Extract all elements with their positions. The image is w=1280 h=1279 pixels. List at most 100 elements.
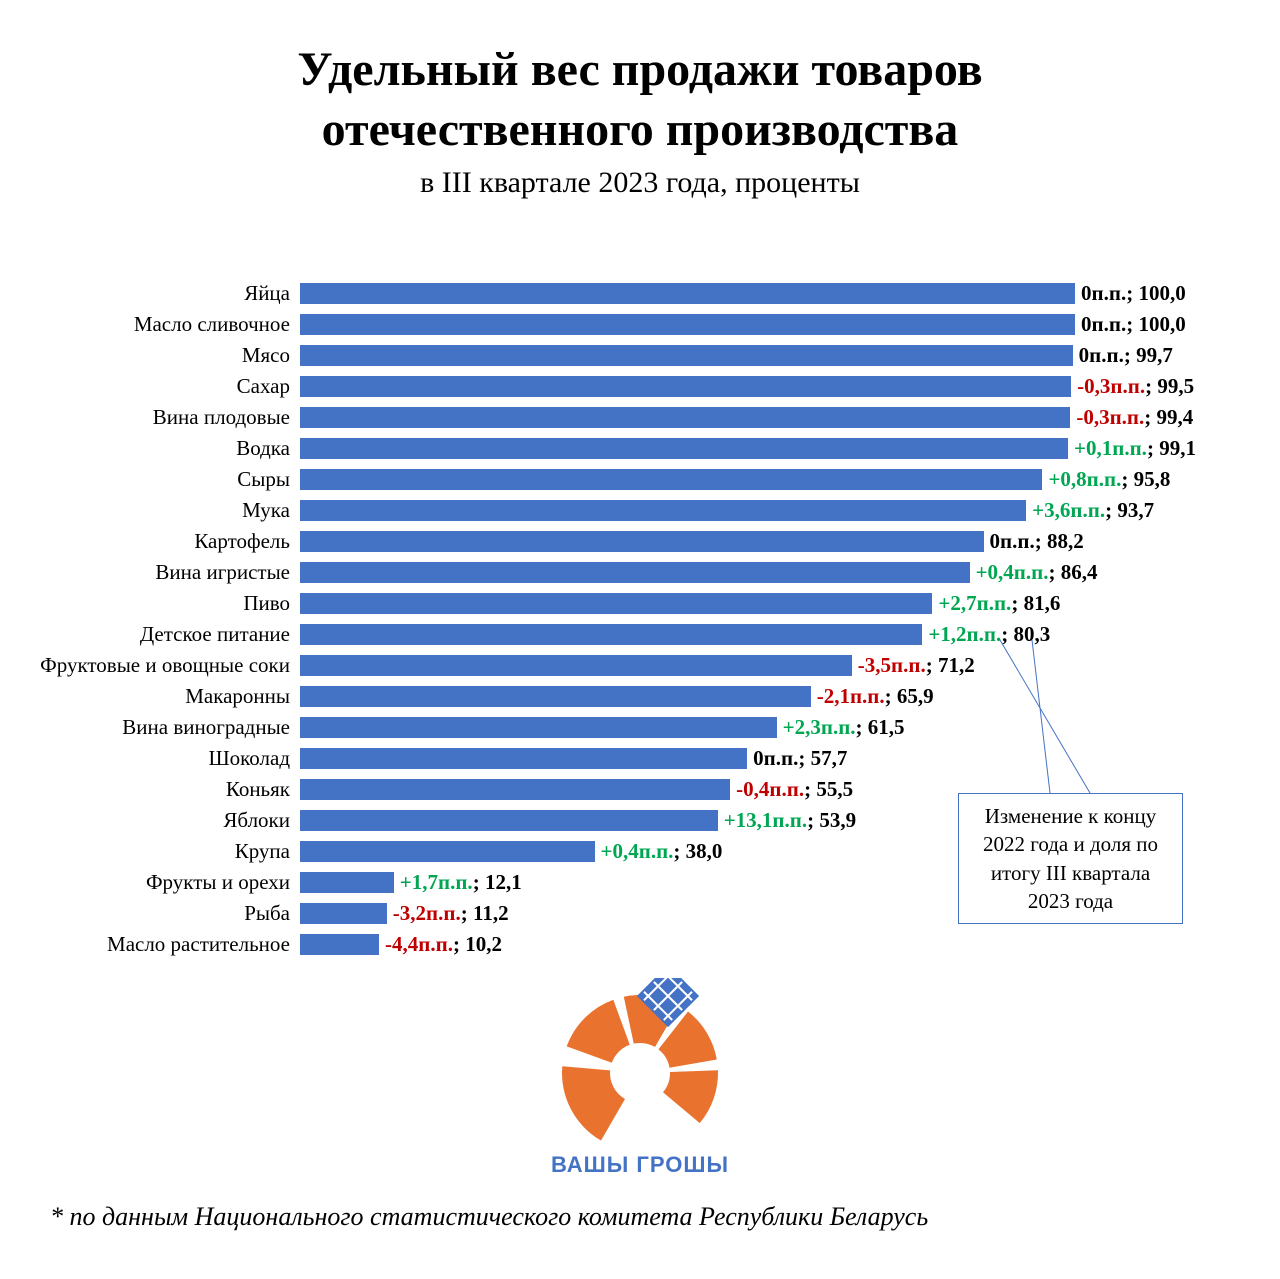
callout-line: 2022 года и доля по <box>969 830 1172 858</box>
row-label: Коньяк <box>0 777 300 802</box>
callout-box: Изменение к концу 2022 года и доля по ит… <box>958 793 1183 924</box>
percent-value: 99,5 <box>1157 374 1194 398</box>
delta-value: 0п.п. <box>1081 312 1126 336</box>
separator: ; <box>1001 622 1013 646</box>
bar <box>300 438 1068 459</box>
bar-wrap: -0,3п.п.; 99,4 <box>300 402 1193 433</box>
row-label: Крупа <box>0 839 300 864</box>
separator: ; <box>673 839 685 863</box>
row-label: Яйца <box>0 281 300 306</box>
bar-value-label: 0п.п.; 100,0 <box>1081 312 1186 337</box>
bar <box>300 655 852 676</box>
bar-value-label: -0,4п.п.; 55,5 <box>736 777 853 802</box>
bar <box>300 593 932 614</box>
delta-value: -3,2п.п. <box>393 901 461 925</box>
chart-row: Сыры +0,8п.п.; 95,8 <box>0 464 1280 495</box>
bar <box>300 469 1042 490</box>
percent-value: 95,8 <box>1134 467 1171 491</box>
bar-value-label: +0,8п.п.; 95,8 <box>1048 467 1170 492</box>
separator: ; <box>1126 281 1138 305</box>
bar <box>300 562 970 583</box>
delta-value: +2,7п.п. <box>938 591 1011 615</box>
chart-row: Яйца0п.п.; 100,0 <box>0 278 1280 309</box>
delta-value: +0,8п.п. <box>1048 467 1121 491</box>
bar <box>300 500 1026 521</box>
separator: ; <box>798 746 810 770</box>
bar-wrap: +0,1п.п.; 99,1 <box>300 433 1196 464</box>
bar <box>300 314 1075 335</box>
bar-wrap: -3,5п.п.; 71,2 <box>300 650 1075 681</box>
chart-title: Удельный вес продажи товаров отечественн… <box>0 0 1280 160</box>
bar <box>300 779 730 800</box>
row-label: Рыба <box>0 901 300 926</box>
bar <box>300 717 777 738</box>
percent-value: 99,7 <box>1136 343 1173 367</box>
row-label: Вина плодовые <box>0 405 300 430</box>
bar-wrap: -4,4п.п.; 10,2 <box>300 929 1075 960</box>
bar-wrap: +3,6п.п.; 93,7 <box>300 495 1154 526</box>
bar-value-label: 0п.п.; 88,2 <box>990 529 1084 554</box>
row-label: Масло сливочное <box>0 312 300 337</box>
chart-row: Мука+3,6п.п.; 93,7 <box>0 495 1280 526</box>
percent-value: 12,1 <box>485 870 522 894</box>
callout-line: итогу III квартала <box>969 859 1172 887</box>
bar <box>300 407 1070 428</box>
bar <box>300 376 1071 397</box>
percent-value: 100,0 <box>1138 281 1185 305</box>
bar <box>300 686 811 707</box>
separator: ; <box>1126 312 1138 336</box>
bar <box>300 872 394 893</box>
delta-value: 0п.п. <box>1079 343 1124 367</box>
percent-value: 65,9 <box>897 684 934 708</box>
row-label: Детское питание <box>0 622 300 647</box>
bar-value-label: 0п.п.; 99,7 <box>1079 343 1173 368</box>
percent-value: 38,0 <box>686 839 723 863</box>
bar-value-label: +2,7п.п.; 81,6 <box>938 591 1060 616</box>
delta-value: -0,4п.п. <box>736 777 804 801</box>
bar-wrap: -0,3п.п.; 99,5 <box>300 371 1194 402</box>
bar <box>300 903 387 924</box>
percent-value: 100,0 <box>1138 312 1185 336</box>
row-label: Сахар <box>0 374 300 399</box>
separator: ; <box>1105 498 1117 522</box>
bar-value-label: -3,2п.п.; 11,2 <box>393 901 509 926</box>
percent-value: 53,9 <box>819 808 856 832</box>
delta-value: -3,5п.п. <box>858 653 926 677</box>
logo-text: ВАШЫ ГРОШЫ <box>460 1152 820 1178</box>
percent-value: 88,2 <box>1047 529 1084 553</box>
separator: ; <box>473 870 485 894</box>
bar-wrap: +2,7п.п.; 81,6 <box>300 588 1075 619</box>
separator: ; <box>1124 343 1136 367</box>
separator: ; <box>926 653 938 677</box>
row-label: Сыры <box>0 467 300 492</box>
delta-value: +1,2п.п. <box>928 622 1001 646</box>
bar-value-label: +0,1п.п.; 99,1 <box>1074 436 1196 461</box>
bar <box>300 624 922 645</box>
percent-value: 99,1 <box>1159 436 1196 460</box>
bar-value-label: +2,3п.п.; 61,5 <box>783 715 905 740</box>
percent-value: 93,7 <box>1117 498 1154 522</box>
bar-value-label: +0,4п.п.; 86,4 <box>976 560 1098 585</box>
bar-wrap: +0,8п.п.; 95,8 <box>300 464 1170 495</box>
logo-graphic <box>540 978 740 1148</box>
row-label: Шоколад <box>0 746 300 771</box>
separator: ; <box>1049 560 1061 584</box>
bar-wrap: -2,1п.п.; 65,9 <box>300 681 1075 712</box>
chart-row: Фруктовые и овощные соки-3,5п.п.; 71,2 <box>0 650 1280 681</box>
percent-value: 55,5 <box>816 777 853 801</box>
callout-line: Изменение к концу <box>969 802 1172 830</box>
separator: ; <box>1147 436 1159 460</box>
bar-wrap: 0п.п.; 100,0 <box>300 278 1186 309</box>
percent-value: 61,5 <box>868 715 905 739</box>
chart-row: Масло сливочное 0п.п.; 100,0 <box>0 309 1280 340</box>
bar-wrap: +0,4п.п.; 86,4 <box>300 557 1098 588</box>
delta-value: -0,3п.п. <box>1077 374 1145 398</box>
percent-value: 99,4 <box>1157 405 1194 429</box>
percent-value: 57,7 <box>811 746 848 770</box>
chart-row: Водка+0,1п.п.; 99,1 <box>0 433 1280 464</box>
separator: ; <box>807 808 819 832</box>
bar-wrap: +2,3п.п.; 61,5 <box>300 712 1075 743</box>
row-label: Фрукты и орехи <box>0 870 300 895</box>
row-label: Яблоки <box>0 808 300 833</box>
row-label: Пиво <box>0 591 300 616</box>
